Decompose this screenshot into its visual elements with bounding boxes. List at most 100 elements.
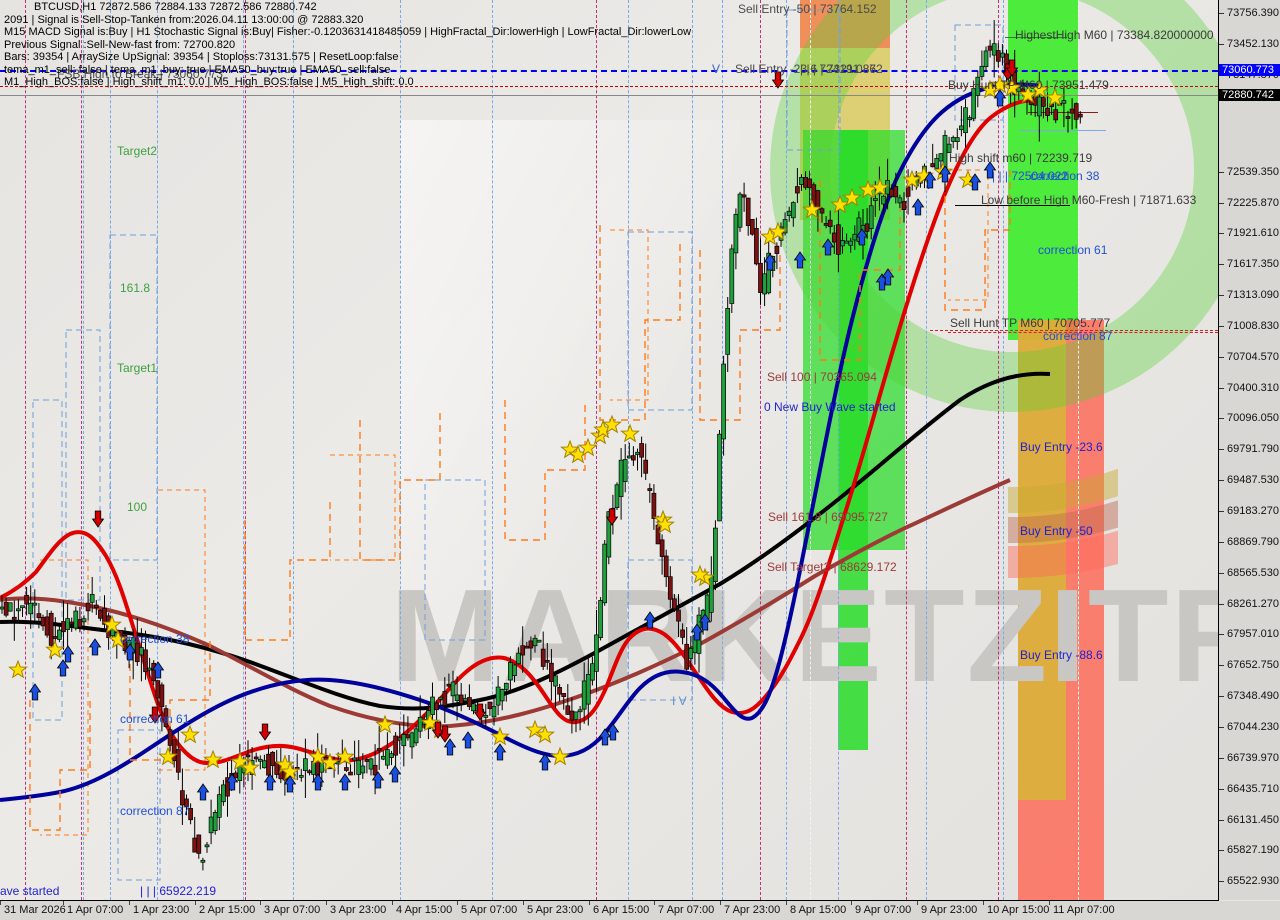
buy-arrow-marker bbox=[793, 251, 807, 269]
star-signal-marker bbox=[320, 752, 340, 772]
time-tick-label: 8 Apr 15:00 bbox=[790, 904, 847, 916]
time-tick-label: 7 Apr 23:00 bbox=[724, 904, 781, 916]
band-red-upper bbox=[800, 0, 890, 48]
star-signal-marker bbox=[375, 714, 395, 734]
price-tick-label: 67652.750 bbox=[1227, 659, 1279, 672]
buy-entry-minus-88-6: Buy Entry -88.6 bbox=[1020, 648, 1103, 662]
sell-arrow-marker bbox=[148, 706, 162, 724]
price-tick-label: 66739.970 bbox=[1227, 751, 1279, 764]
star-signal-marker bbox=[1045, 87, 1065, 107]
star-signal-marker bbox=[902, 169, 922, 189]
vline-blue-7 bbox=[492, 0, 493, 900]
vline-magenta-5 bbox=[760, 0, 761, 900]
time-tick-mark bbox=[851, 901, 852, 905]
price-tick-mark bbox=[1219, 480, 1224, 482]
sell-161-8: Sell 161.8 | 69095.727 bbox=[768, 510, 888, 524]
sell-arrow-marker bbox=[771, 71, 785, 89]
header-line-0: 2091 | Signal is Sell-Stop-Tanken from:2… bbox=[4, 13, 364, 26]
buy-arrow-marker bbox=[983, 161, 997, 179]
vline-blue-13 bbox=[926, 0, 927, 900]
price-tick-label: 70096.050 bbox=[1227, 412, 1279, 425]
price-badge-last: 72880.742 bbox=[1219, 89, 1280, 101]
hline-highest-high bbox=[1005, 37, 1067, 38]
buy-arrow-marker bbox=[123, 643, 137, 661]
chart-info-header: BTCUSD,H1 72872.586 72884.133 72872.586 … bbox=[0, 0, 1218, 89]
price-tick-mark bbox=[1219, 418, 1224, 420]
sell-arrow-marker bbox=[258, 723, 272, 741]
sell-arrow-marker bbox=[473, 703, 487, 721]
price-tick-label: 68261.270 bbox=[1227, 597, 1279, 610]
time-tick-label: 5 Apr 07:00 bbox=[461, 904, 518, 916]
price-tick-label: 69791.790 bbox=[1227, 443, 1279, 456]
price-series-overlay bbox=[0, 82, 1051, 831]
time-tick-mark bbox=[917, 901, 918, 905]
hline-gray-price bbox=[0, 95, 1218, 96]
price-tick-mark bbox=[1219, 541, 1224, 543]
vline-blue-10 bbox=[722, 0, 723, 900]
new-buy-wave-started: 0 New Buy Wave started bbox=[764, 400, 896, 414]
price-tick-mark bbox=[1219, 449, 1224, 451]
time-tick-label: 6 Apr 15:00 bbox=[593, 904, 650, 916]
price-tick-label: 73756.390 bbox=[1227, 7, 1279, 20]
correction-87-left: correction 87 bbox=[120, 804, 190, 818]
buy-arrow-marker bbox=[338, 773, 352, 791]
buy-arrow-marker bbox=[690, 623, 704, 641]
time-tick-mark bbox=[654, 901, 655, 905]
price-tick-label: 72225.870 bbox=[1227, 196, 1279, 209]
vline-blue-5 bbox=[293, 0, 294, 900]
buy-arrow-marker bbox=[263, 773, 277, 791]
price-tick-mark bbox=[1219, 13, 1224, 15]
time-tick-label: 2 Apr 15:00 bbox=[199, 904, 256, 916]
buy-arrow-marker bbox=[968, 173, 982, 191]
time-tick-mark bbox=[129, 901, 130, 905]
star-signal-marker bbox=[802, 199, 822, 219]
price-tick-mark bbox=[1219, 44, 1224, 46]
star-signal-marker bbox=[578, 437, 598, 457]
time-tick-mark bbox=[523, 901, 524, 905]
price-tick-label: 68869.790 bbox=[1227, 535, 1279, 548]
vline-blue-4 bbox=[243, 0, 244, 900]
hline-red-solid-right bbox=[1028, 112, 1098, 113]
header-line-5: M1_High_BOS:false | High_shift_m1: 0.0 |… bbox=[4, 76, 414, 88]
target2-left: Target2 bbox=[117, 144, 158, 158]
price-tick-mark bbox=[1219, 264, 1224, 266]
time-tick-label: 11 Apr 07:00 bbox=[1053, 904, 1115, 916]
overlap-72419-086: | | | 72419.086 bbox=[800, 62, 877, 76]
vline-blue-14 bbox=[1003, 0, 1004, 900]
fib-100-left: 100 bbox=[127, 500, 148, 514]
time-tick-label: 9 Apr 23:00 bbox=[921, 904, 978, 916]
chart-plot-area[interactable]: MARKETZITRADE bbox=[0, 0, 1219, 901]
star-signal-marker bbox=[842, 187, 862, 207]
time-tick-mark bbox=[720, 901, 721, 905]
buy-arrow-marker bbox=[993, 89, 1007, 107]
time-tick-mark bbox=[195, 901, 196, 905]
star-signal-marker bbox=[535, 724, 555, 744]
buy-arrow-marker bbox=[923, 171, 937, 189]
time-axis[interactable]: 31 Mar 2026 1 Apr 07:00 1 Apr 23:00 2 Apr 1… bbox=[0, 901, 1280, 920]
sell-entry-minus-50: Sell Entry -50 | 73764.152 bbox=[738, 2, 877, 16]
price-tick-mark bbox=[1219, 202, 1224, 204]
star-signal-marker bbox=[858, 179, 878, 199]
symbol-ohlc-line: BTCUSD,H1 72872.586 72884.133 72872.586 … bbox=[34, 1, 317, 13]
time-tick-label: 10 Apr 15:00 bbox=[987, 904, 1050, 916]
time-tick-label: 4 Apr 15:00 bbox=[396, 904, 453, 916]
buy-arrow-marker bbox=[196, 783, 210, 801]
price-tick-mark bbox=[1219, 387, 1224, 389]
time-tick-mark bbox=[786, 901, 787, 905]
hline-red-dashdot-70704 bbox=[930, 330, 1218, 331]
price-axis[interactable]: 73756.39073452.13073147.87072539.3507222… bbox=[1219, 0, 1280, 900]
correction-38-left: correction 38 bbox=[120, 632, 190, 646]
price-tick-mark bbox=[1219, 819, 1224, 821]
star-signal-marker bbox=[550, 746, 570, 766]
star-signal-marker bbox=[525, 719, 545, 739]
star-signal-marker bbox=[8, 659, 28, 679]
price-tick-label: 66435.710 bbox=[1227, 782, 1279, 795]
star-signal-marker bbox=[490, 726, 510, 746]
star-signal-marker bbox=[1002, 77, 1022, 97]
sell-100: Sell 100 | 70365.094 bbox=[767, 370, 877, 384]
buy-arrow-marker bbox=[911, 198, 925, 216]
time-tick-label: 1 Apr 23:00 bbox=[133, 904, 190, 916]
correction-38-right: correction 38 bbox=[1030, 169, 1100, 183]
price-tick-label: 66131.450 bbox=[1227, 813, 1279, 826]
